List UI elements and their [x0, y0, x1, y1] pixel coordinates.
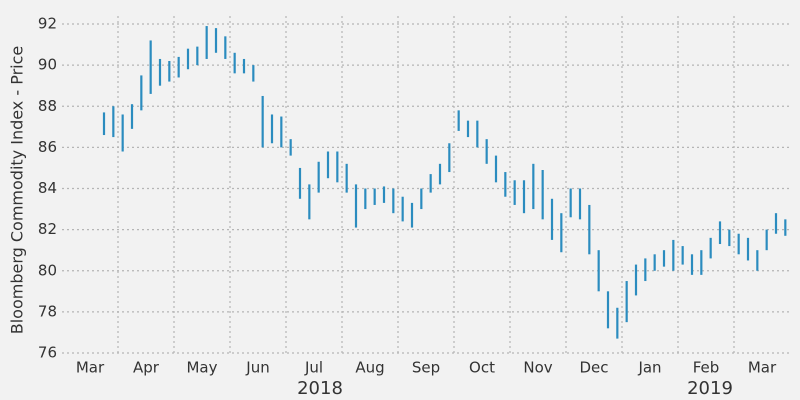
x-tick-label: Apr [133, 359, 160, 377]
x-tick-label: Mar [748, 359, 777, 377]
y-tick-label: 92 [38, 15, 57, 33]
y-axis-label: Bloomberg Commodity Index - Price [8, 46, 27, 335]
y-tick-label: 84 [38, 179, 57, 197]
x-tick-label: Aug [355, 359, 384, 377]
y-tick-label: 78 [38, 302, 57, 320]
x-tick-label: Sep [412, 359, 440, 377]
y-tick-label: 90 [38, 56, 57, 74]
x-tick-label: Jun [245, 359, 269, 377]
x-tick-label: Oct [469, 359, 495, 377]
y-tick-label: 86 [38, 138, 57, 156]
x-tick-label: May [186, 359, 217, 377]
x-tick-label: Mar [76, 359, 105, 377]
x-tick-label: Feb [693, 359, 720, 377]
y-tick-label: 88 [38, 97, 57, 115]
x-tick-label: Nov [523, 359, 552, 377]
x-tick-label: Dec [579, 359, 608, 377]
x-tick-label: Jul [304, 359, 323, 377]
y-tick-label: 82 [38, 220, 57, 238]
year-label: 2019 [687, 378, 733, 399]
x-tick-label: Jan [637, 359, 661, 377]
y-tick-label: 80 [38, 261, 57, 279]
y-tick-label: 76 [38, 344, 57, 362]
year-label: 2018 [297, 378, 343, 399]
